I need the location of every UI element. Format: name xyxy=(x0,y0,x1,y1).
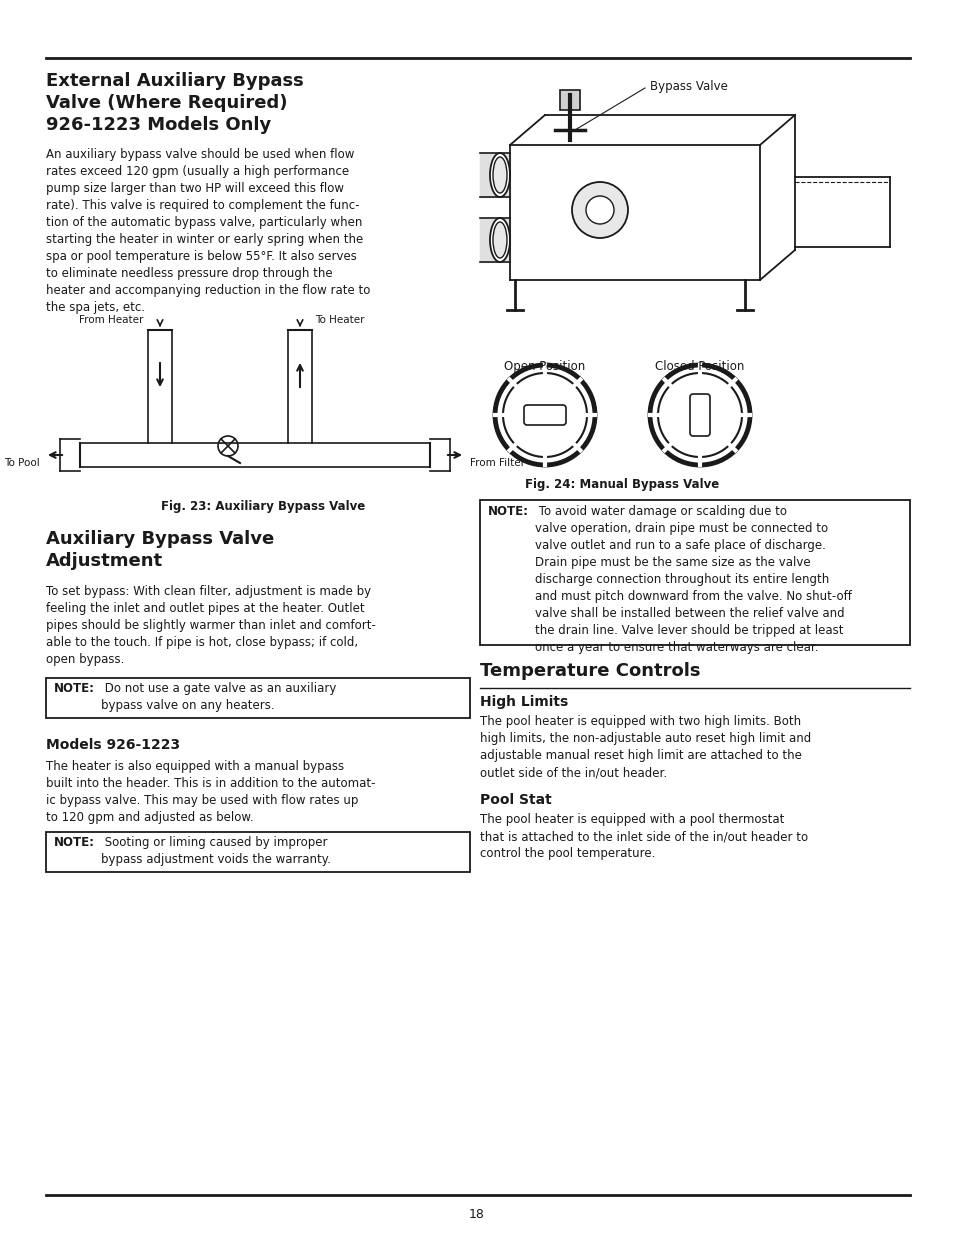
Circle shape xyxy=(218,436,237,456)
Text: NOTE:: NOTE: xyxy=(54,682,95,695)
Text: The pool heater is equipped with a pool thermostat
that is attached to the inlet: The pool heater is equipped with a pool … xyxy=(479,813,807,860)
Text: Pool Stat: Pool Stat xyxy=(479,793,551,806)
FancyBboxPatch shape xyxy=(523,405,565,425)
Text: Adjustment: Adjustment xyxy=(46,552,163,571)
Bar xyxy=(46,832,470,872)
Ellipse shape xyxy=(493,222,506,258)
Circle shape xyxy=(502,373,586,457)
Text: Bypass Valve: Bypass Valve xyxy=(649,80,727,93)
Text: An auxiliary bypass valve should be used when flow
rates exceed 120 gpm (usually: An auxiliary bypass valve should be used… xyxy=(46,148,370,314)
Text: Fig. 23: Auxiliary Bypass Valve: Fig. 23: Auxiliary Bypass Valve xyxy=(161,500,365,513)
Text: High Limits: High Limits xyxy=(479,695,568,709)
Text: Open Position: Open Position xyxy=(504,359,585,373)
Text: To Heater: To Heater xyxy=(314,315,364,325)
Text: 926-1223 Models Only: 926-1223 Models Only xyxy=(46,116,271,135)
Text: The pool heater is equipped with two high limits. Both
high limits, the non-adju: The pool heater is equipped with two hig… xyxy=(479,715,810,779)
Bar xyxy=(46,678,470,718)
Text: To set bypass: With clean filter, adjustment is made by
feeling the inlet and ou: To set bypass: With clean filter, adjust… xyxy=(46,585,375,666)
Circle shape xyxy=(658,373,741,457)
Text: Auxiliary Bypass Valve: Auxiliary Bypass Valve xyxy=(46,530,274,548)
Text: To Pool: To Pool xyxy=(4,458,40,468)
Circle shape xyxy=(572,182,627,238)
Text: From Heater: From Heater xyxy=(78,315,143,325)
Text: Valve (Where Required): Valve (Where Required) xyxy=(46,94,287,112)
Text: External Auxiliary Bypass: External Auxiliary Bypass xyxy=(46,72,303,90)
Ellipse shape xyxy=(493,157,506,193)
Circle shape xyxy=(649,366,749,466)
Text: Fig. 24: Manual Bypass Valve: Fig. 24: Manual Bypass Valve xyxy=(525,478,719,492)
Ellipse shape xyxy=(490,153,510,198)
Text: Models 926-1223: Models 926-1223 xyxy=(46,739,180,752)
Text: 18: 18 xyxy=(469,1209,484,1221)
Text: Sooting or liming caused by improper
bypass adjustment voids the warranty.: Sooting or liming caused by improper byp… xyxy=(101,836,331,866)
Text: From Filter: From Filter xyxy=(470,458,524,468)
Circle shape xyxy=(495,366,595,466)
Bar xyxy=(559,90,579,110)
Text: NOTE:: NOTE: xyxy=(488,505,529,517)
Text: The heater is also equipped with a manual bypass
built into the header. This is : The heater is also equipped with a manua… xyxy=(46,760,375,824)
Ellipse shape xyxy=(490,219,510,262)
Text: NOTE:: NOTE: xyxy=(54,836,95,848)
Text: Temperature Controls: Temperature Controls xyxy=(479,662,700,680)
Text: To avoid water damage or scalding due to
valve operation, drain pipe must be con: To avoid water damage or scalding due to… xyxy=(535,505,851,655)
Text: Closed Position: Closed Position xyxy=(655,359,744,373)
Text: Do not use a gate valve as an auxiliary
bypass valve on any heaters.: Do not use a gate valve as an auxiliary … xyxy=(101,682,336,713)
FancyBboxPatch shape xyxy=(689,394,709,436)
Bar xyxy=(479,500,909,645)
Circle shape xyxy=(585,196,614,224)
